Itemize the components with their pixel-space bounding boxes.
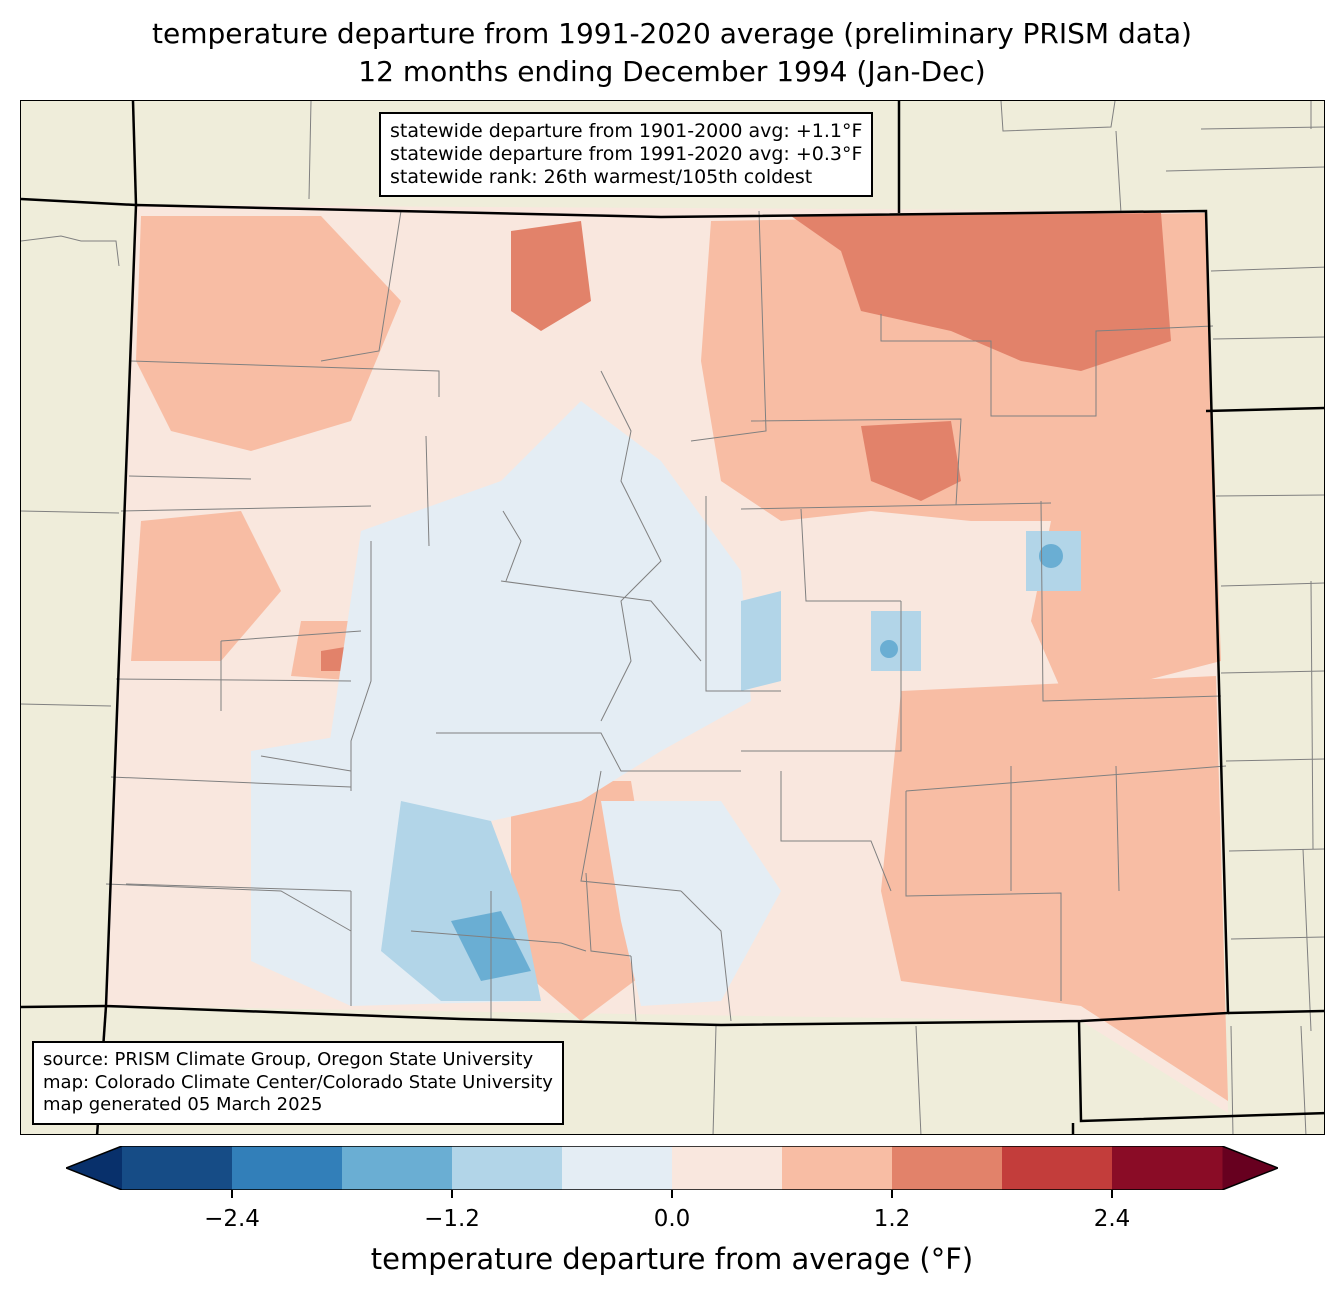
- colorbar-tick-label: 2.4: [1093, 1206, 1131, 1232]
- colorbar-segment: [562, 1146, 673, 1190]
- colorbar-segment: [1002, 1146, 1113, 1190]
- neighbor-state-boundaries: [21, 101, 1324, 1134]
- colorbar-segment: [342, 1146, 453, 1190]
- colorbar-tick-label: 1.2: [873, 1206, 911, 1232]
- colorbar-extend-low: [66, 1146, 122, 1190]
- source-line-data: source: PRISM Climate Group, Oregon Stat…: [43, 1049, 534, 1070]
- county-boundaries: [105, 210, 1227, 1022]
- map-panel: statewide departure from 1901-2000 avg: …: [20, 100, 1325, 1135]
- colorbar-segment: [672, 1146, 783, 1190]
- colorbar-tick-mark: [891, 1190, 893, 1198]
- colorbar-extend-high: [1222, 1146, 1278, 1190]
- stats-line-rank: statewide rank: 26th warmest/105th colde…: [390, 166, 813, 188]
- stats-line-century-departure: statewide departure from 1901-2000 avg: …: [390, 120, 863, 142]
- colorbar-tick-mark: [671, 1190, 673, 1198]
- colorbar-tick-label: −1.2: [424, 1206, 480, 1232]
- colorado-border: [104, 203, 1230, 1027]
- neighbor-state-borders: [21, 101, 1324, 1134]
- source-line-map: map: Colorado Climate Center/Colorado St…: [43, 1071, 553, 1093]
- colorbar-tick-mark: [1111, 1190, 1113, 1198]
- colorbar-segment: [232, 1146, 343, 1190]
- colorado-map: [21, 101, 1324, 1134]
- map-title: temperature departure from 1991-2020 ave…: [152, 17, 1192, 50]
- source-box: source: PRISM Climate Group, Oregon Stat…: [32, 1041, 564, 1125]
- statewide-stats-box: statewide departure from 1901-2000 avg: …: [379, 112, 874, 197]
- source-line-generated: map generated 05 March 2025: [43, 1094, 323, 1115]
- colorbar-segment: [892, 1146, 1003, 1190]
- map-subtitle: 12 months ending December 1994 (Jan-Dec): [358, 55, 986, 88]
- colorbar-segment: [1112, 1146, 1223, 1190]
- colorbar-segment: [452, 1146, 563, 1190]
- colorbar-tick-mark: [451, 1190, 453, 1198]
- colorbar-label: temperature departure from average (°F): [370, 1242, 974, 1276]
- colorbar-segment: [122, 1146, 233, 1190]
- colorbar-tick-label: 0.0: [653, 1206, 691, 1232]
- colorbar-segment: [782, 1146, 893, 1190]
- colorbar: [66, 1146, 1278, 1190]
- colorbar-tick-label: −2.4: [204, 1206, 260, 1232]
- colorbar-tick-mark: [231, 1190, 233, 1198]
- stats-line-normal-departure: statewide departure from 1991-2020 avg: …: [390, 143, 863, 165]
- temperature-field: [106, 205, 1228, 1113]
